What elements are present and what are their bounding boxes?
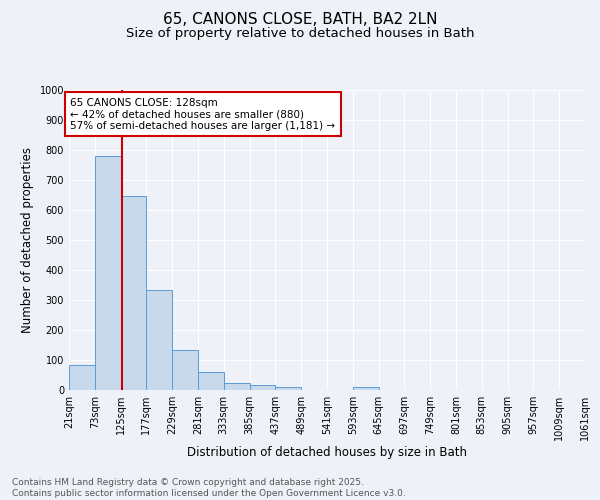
Text: 65, CANONS CLOSE, BATH, BA2 2LN: 65, CANONS CLOSE, BATH, BA2 2LN bbox=[163, 12, 437, 28]
X-axis label: Distribution of detached houses by size in Bath: Distribution of detached houses by size … bbox=[187, 446, 467, 458]
Bar bbox=[250, 384, 275, 390]
Bar bbox=[69, 364, 95, 390]
Bar bbox=[198, 372, 224, 390]
Bar bbox=[146, 290, 172, 390]
Text: Contains HM Land Registry data © Crown copyright and database right 2025.
Contai: Contains HM Land Registry data © Crown c… bbox=[12, 478, 406, 498]
Bar bbox=[224, 384, 250, 390]
Bar bbox=[275, 387, 301, 390]
Text: Size of property relative to detached houses in Bath: Size of property relative to detached ho… bbox=[126, 28, 474, 40]
Bar bbox=[121, 196, 146, 390]
Bar bbox=[172, 350, 198, 390]
Y-axis label: Number of detached properties: Number of detached properties bbox=[21, 147, 34, 333]
Bar bbox=[95, 156, 121, 390]
Bar bbox=[353, 387, 379, 390]
Text: 65 CANONS CLOSE: 128sqm
← 42% of detached houses are smaller (880)
57% of semi-d: 65 CANONS CLOSE: 128sqm ← 42% of detache… bbox=[70, 98, 335, 130]
